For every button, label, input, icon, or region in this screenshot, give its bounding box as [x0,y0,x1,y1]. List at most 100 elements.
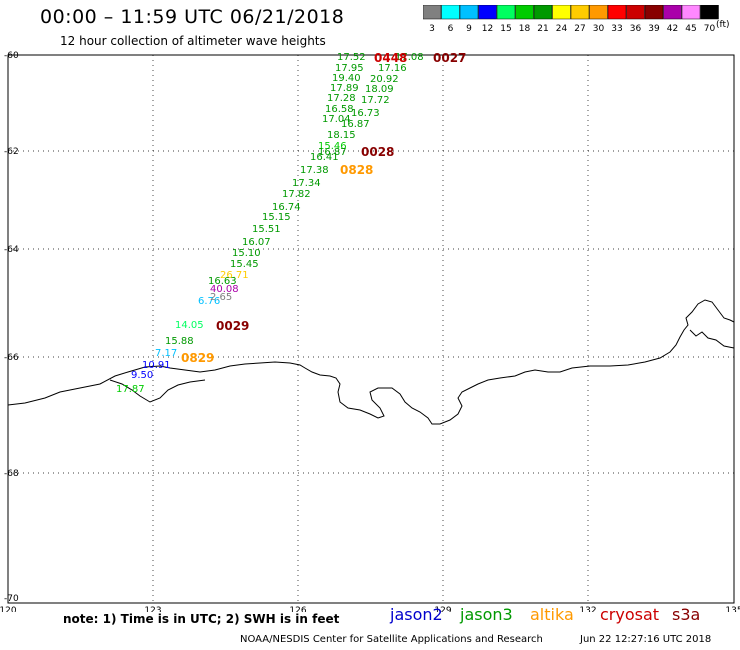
wave-height-value: 26.71 [220,270,249,281]
longitude-labels: 120 123 126 129 132 135 [0,606,740,612]
latitude-label: -64 [4,245,19,255]
wave-height-value: 17.34 [292,178,321,189]
legend-bin-label: 15 [500,24,511,34]
legend-bin-label: 36 [630,24,642,34]
wave-height-value: 17.89 [330,83,359,94]
legend-swatch [478,5,497,20]
longitude-label: 132 [579,606,596,612]
legend-swatch [441,5,460,20]
legend-bin-label: 33 [611,24,622,34]
latitude-label: -62 [4,147,19,157]
generated-timestamp: Jun 22 12:27:16 UTC 2018 [580,634,712,645]
legend-swatch [459,5,479,20]
legend-swatch [589,5,608,20]
pass-time-label: 0829 [181,351,214,365]
pass-time-label: 0448 [374,51,407,65]
pass-time-label: 0029 [216,319,249,333]
credit-line: NOAA/NESDIS Center for Satellite Applica… [240,634,543,645]
wave-height-value: 17.16 [378,63,407,74]
wave-height-value: 15.45 [230,259,259,270]
satellite-label: jason3 [460,605,513,624]
pass-time-label: 0027 [433,51,466,65]
legend-bin-label: 39 [648,24,660,34]
satellite-label: jason2 [390,605,443,624]
longitude-label: 129 [434,606,451,612]
legend-bin-label: 9 [466,24,472,34]
wave-height-value: 10.91 [142,360,171,371]
legend-unit: (ft) [716,20,730,30]
wave-height-value: 15.46 [318,141,347,152]
antarctic-coastline [7,299,735,425]
legend-swatch [552,5,571,20]
wave-height-value: 16.74 [272,202,301,213]
legend-swatch [496,5,516,20]
legend-bin-label: 12 [482,24,493,34]
wave-height-value: 17.87 [116,384,145,395]
page-subtitle: 12 hour collection of altimeter wave hei… [60,34,326,48]
latitude-label: -60 [4,51,19,61]
wave-height-value: 9.50 [131,370,153,381]
legend-bin-label: 42 [667,24,678,34]
longitude-label: 120 [0,606,17,612]
wave-height-value: 15.51 [252,224,281,235]
pass-time-label: 0828 [340,163,373,177]
wave-height-value: 2.65 [210,292,232,303]
latitude-label: -66 [4,353,19,363]
longitude-label: 123 [144,606,161,612]
wave-height-value: 18.09 [365,84,394,95]
legend-swatch [515,5,534,20]
latitude-label: -68 [4,469,19,479]
wave-height-value: 16.87 [318,147,347,158]
longitude-label: 135 [725,606,740,612]
legend-swatch [533,5,553,20]
legend-bin-label: 27 [574,24,585,34]
wave-height-value: 16.07 [242,237,271,248]
wave-height-value: 15.15 [262,212,291,223]
legend-swatch [423,5,442,20]
legend-swatch [681,5,701,20]
wave-height-color-legend: 3 6 9 12 15 18 21 24 27 30 33 36 39 42 45 70 [423,5,719,34]
longitude-label: 126 [289,606,306,612]
latitude-label: -70 [4,594,19,604]
wave-height-value: 6.76 [198,296,220,307]
wave-height-value: 7.17 [155,348,177,359]
wave-height-value: 15.88 [165,336,194,347]
wave-height-value: 17.28 [327,93,356,104]
wave-height-value: 17.08 [395,52,424,63]
wave-height-value: 17.52 [337,52,366,63]
wave-height-value: 18.15 [327,130,356,141]
wave-height-value: 19.40 [332,73,361,84]
legend-swatch [607,5,627,20]
wave-height-value: 20.92 [370,74,399,85]
legend-swatch [700,5,719,20]
legend-bin-label: 6 [448,24,454,34]
wave-height-value: 15.10 [232,248,261,259]
satellite-label: cryosat [600,605,660,624]
wave-height-value: 16.87 [341,119,370,130]
wave-height-value: 16.41 [310,152,339,163]
legend-bin-label: 45 [685,24,696,34]
pass-time-label: 0028 [361,145,394,159]
wave-height-value: 16.73 [351,108,380,119]
legend-bin-label: 21 [537,24,548,34]
legend-bin-label: 30 [593,24,605,34]
wave-height-value: 17.38 [300,165,329,176]
map-frame [7,54,735,604]
wave-height-value: 14.05 [175,320,204,331]
legend-bin-label: 70 [704,24,716,34]
latitude-labels: -60 -62 -64 -66 -68 -70 [4,51,19,604]
legend-bin-label: 18 [519,24,531,34]
footnote: note: 1) Time is in UTC; 2) SWH is in fe… [63,612,340,626]
legend-bin-label: 24 [556,24,568,34]
legend-bin-label: 3 [429,24,435,34]
legend-swatch [644,5,664,20]
legend-swatch [570,5,590,20]
satellite-label: s3a [672,605,701,624]
wave-height-value: 17.82 [282,189,311,200]
legend-swatch [626,5,645,20]
wave-height-value: 40.08 [210,284,239,295]
map-grid [8,55,734,603]
wave-height-observations: 17.52 17.08 17.95 17.16 19.40 20.92 17.89 18.09… [116,52,424,395]
wave-height-value: 16.58 [325,104,354,115]
coastline-inlet [109,379,206,403]
